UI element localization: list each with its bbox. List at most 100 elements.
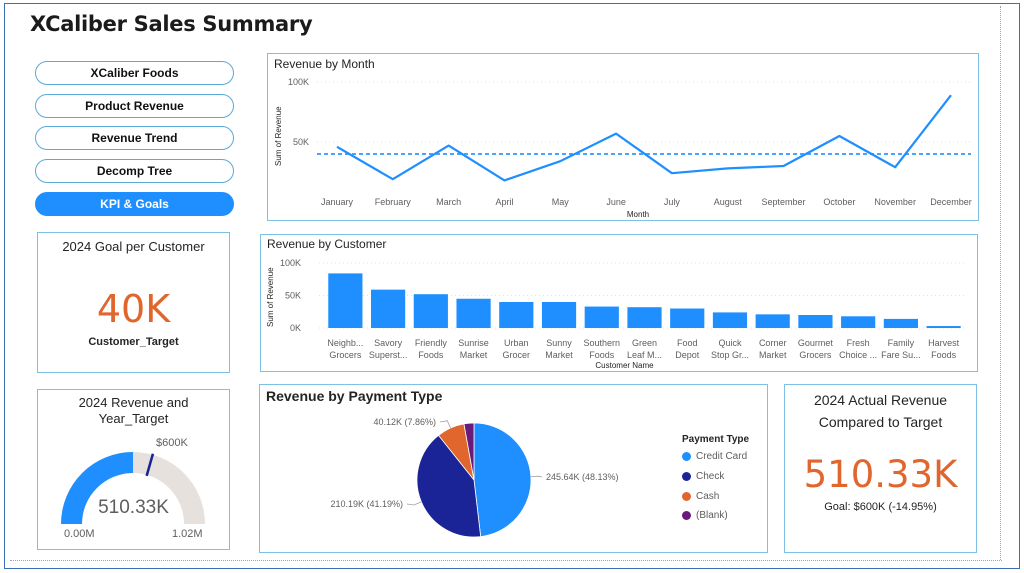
y-tick-label: 0K bbox=[290, 323, 301, 333]
x-tick-label-line1: Sunrise bbox=[458, 338, 489, 348]
pie-slice-creditcard bbox=[473, 422, 532, 538]
gauge-title: 2024 Revenue and Year_Target bbox=[38, 395, 229, 427]
legend-item-check[interactable]: Check bbox=[682, 471, 724, 482]
revenue-line bbox=[336, 94, 952, 182]
legend-dot-cash bbox=[682, 492, 691, 501]
legend-item-credit-card[interactable]: Credit Card bbox=[682, 451, 747, 462]
payment-type-legend-title: Payment Type bbox=[682, 434, 750, 445]
x-tick-label-line1: Sunny bbox=[546, 338, 572, 348]
bar-harvest bbox=[926, 326, 961, 328]
x-axis-title: Month bbox=[627, 210, 649, 219]
y-axis-title: Sum of Revenue bbox=[266, 267, 275, 327]
x-tick-label-line1: Quick bbox=[718, 338, 742, 348]
revenue-by-customer-card[interactable]: Revenue by Customer 100K 50K 0K Sum of Reve… bbox=[260, 234, 978, 372]
nav-button-xcaliber-foods[interactable]: XCaliber Foods bbox=[35, 61, 234, 85]
page-title: XCaliber Sales Summary bbox=[30, 12, 313, 36]
bar-food bbox=[670, 308, 705, 328]
x-tick-label-line2: Grocers bbox=[329, 350, 362, 360]
bar-friendly bbox=[413, 294, 448, 328]
revenue-by-month-chart: 100K 50K Sum of Revenue January February Marc… bbox=[274, 77, 972, 219]
x-tick-label-line2: Foods bbox=[589, 350, 615, 360]
revenue-by-month-title: Revenue by Month bbox=[274, 57, 375, 71]
x-tick-label-july: July bbox=[664, 197, 681, 207]
revenue-year-target-card: 2024 Revenue and Year_Target $600K 510.3… bbox=[37, 389, 230, 550]
bar-corner bbox=[755, 314, 790, 328]
gauge-title-line2: Year_Target bbox=[98, 411, 169, 426]
x-tick-label-january: January bbox=[321, 197, 354, 207]
x-tick-label-line2: Depot bbox=[675, 350, 700, 360]
actual-revenue-title-line1: 2024 Actual Revenue bbox=[813, 392, 948, 408]
bar-gourmet bbox=[798, 315, 833, 328]
gauge-target-label: $600K bbox=[156, 437, 188, 449]
bar-family bbox=[883, 318, 918, 328]
x-tick-label-september: September bbox=[762, 197, 806, 207]
goal-per-customer-label: Customer_Target bbox=[88, 336, 179, 348]
bar-fresh bbox=[841, 316, 876, 328]
gauge-fill bbox=[61, 452, 133, 524]
x-tick-label-line1: Harvest bbox=[928, 338, 960, 348]
bar-sunrise bbox=[456, 298, 491, 328]
x-tick-label-june: June bbox=[606, 197, 626, 207]
x-tick-label-line1: Food bbox=[677, 338, 698, 348]
bar-green bbox=[627, 307, 662, 328]
gauge-chart bbox=[61, 452, 205, 524]
x-tick-label-line2: Market bbox=[460, 350, 488, 360]
y-tick-label: 100K bbox=[288, 77, 309, 87]
revenue-by-customer-title: Revenue by Customer bbox=[267, 237, 387, 251]
bar-sunny bbox=[541, 302, 577, 328]
x-tick-label-line2: Leaf M... bbox=[627, 350, 662, 360]
x-tick-label-line1: Corner bbox=[759, 338, 787, 348]
bar-southern bbox=[584, 306, 619, 328]
x-tick-label-april: April bbox=[495, 197, 513, 207]
page-boundary-vertical bbox=[1000, 6, 1001, 560]
x-tick-label-line1: Neighb... bbox=[327, 338, 363, 348]
dashboard-frame bbox=[4, 3, 1020, 569]
x-axis-title: Customer Name bbox=[595, 361, 654, 370]
pie-slice-check bbox=[416, 434, 482, 538]
nav-button-decomp-tree[interactable]: Decomp Tree bbox=[35, 159, 234, 183]
x-tick-label-line2: Fare Su... bbox=[881, 350, 921, 360]
leader-line bbox=[439, 420, 451, 429]
x-tick-label-line1: Family bbox=[888, 338, 915, 348]
revenue-by-payment-type-card[interactable]: Revenue by Payment Type 245.64K (48.13%)… bbox=[259, 384, 768, 553]
x-tick-label-line2: Market bbox=[545, 350, 573, 360]
gauge-max-label: 1.02M bbox=[172, 528, 203, 540]
bar-urban bbox=[499, 302, 534, 328]
legend-label-check: Check bbox=[696, 471, 725, 482]
legend-item-cash[interactable]: Cash bbox=[682, 491, 719, 502]
legend-dot-credit-card bbox=[682, 452, 691, 461]
nav-button-product-revenue[interactable]: Product Revenue bbox=[35, 94, 234, 118]
legend-item-blank[interactable]: (Blank) bbox=[682, 510, 728, 521]
x-tick-label-line1: Friendly bbox=[415, 338, 448, 348]
y-tick-label: 100K bbox=[280, 258, 301, 268]
gauge-min-label: 0.00M bbox=[64, 528, 95, 540]
bar-neighb bbox=[328, 273, 363, 328]
legend-label-blank: (Blank) bbox=[696, 510, 728, 521]
nav-button-kpi-goals[interactable]: KPI & Goals bbox=[35, 192, 234, 216]
x-tick-label-february: February bbox=[375, 197, 412, 207]
x-tick-label-line1: Green bbox=[632, 338, 657, 348]
y-tick-label: 50K bbox=[285, 291, 301, 301]
revenue-by-customer-chart: 100K 50K 0K Sum of Revenue Neighb... Grocers S… bbox=[266, 258, 965, 370]
x-tick-label-line2: Market bbox=[759, 350, 787, 360]
data-label-creditcard: 245.64K (48.13%) bbox=[546, 472, 619, 482]
leader-line bbox=[406, 501, 422, 506]
revenue-by-month-card[interactable]: Revenue by Month 100K 50K Sum of Revenue Ja… bbox=[267, 53, 979, 221]
data-label-cash: 40.12K (7.86%) bbox=[373, 417, 436, 427]
leader-line bbox=[530, 475, 543, 478]
actual-revenue-title-line2: Compared to Target bbox=[818, 414, 943, 430]
x-tick-label-august: August bbox=[714, 197, 743, 207]
goal-per-customer-title: 2024 Goal per Customer bbox=[62, 239, 205, 254]
actual-revenue-card: 2024 Actual Revenue Compared to Target 5… bbox=[784, 384, 977, 553]
x-tick-label-line2: Foods bbox=[418, 350, 444, 360]
actual-revenue-goal: Goal: $600K (-14.95%) bbox=[824, 501, 937, 513]
pie-slice-blank bbox=[463, 422, 475, 481]
bar-savory bbox=[371, 289, 406, 328]
goal-per-customer-card: 2024 Goal per Customer 40K Customer_Targ… bbox=[37, 232, 230, 373]
x-tick-label-may: May bbox=[552, 197, 570, 207]
nav-button-revenue-trend[interactable]: Revenue Trend bbox=[35, 126, 234, 150]
legend-label-cash: Cash bbox=[696, 491, 720, 502]
x-tick-label-line2: Foods bbox=[931, 350, 957, 360]
gauge-value: 510.33K bbox=[98, 497, 169, 518]
page-boundary-horizontal bbox=[10, 560, 1002, 561]
